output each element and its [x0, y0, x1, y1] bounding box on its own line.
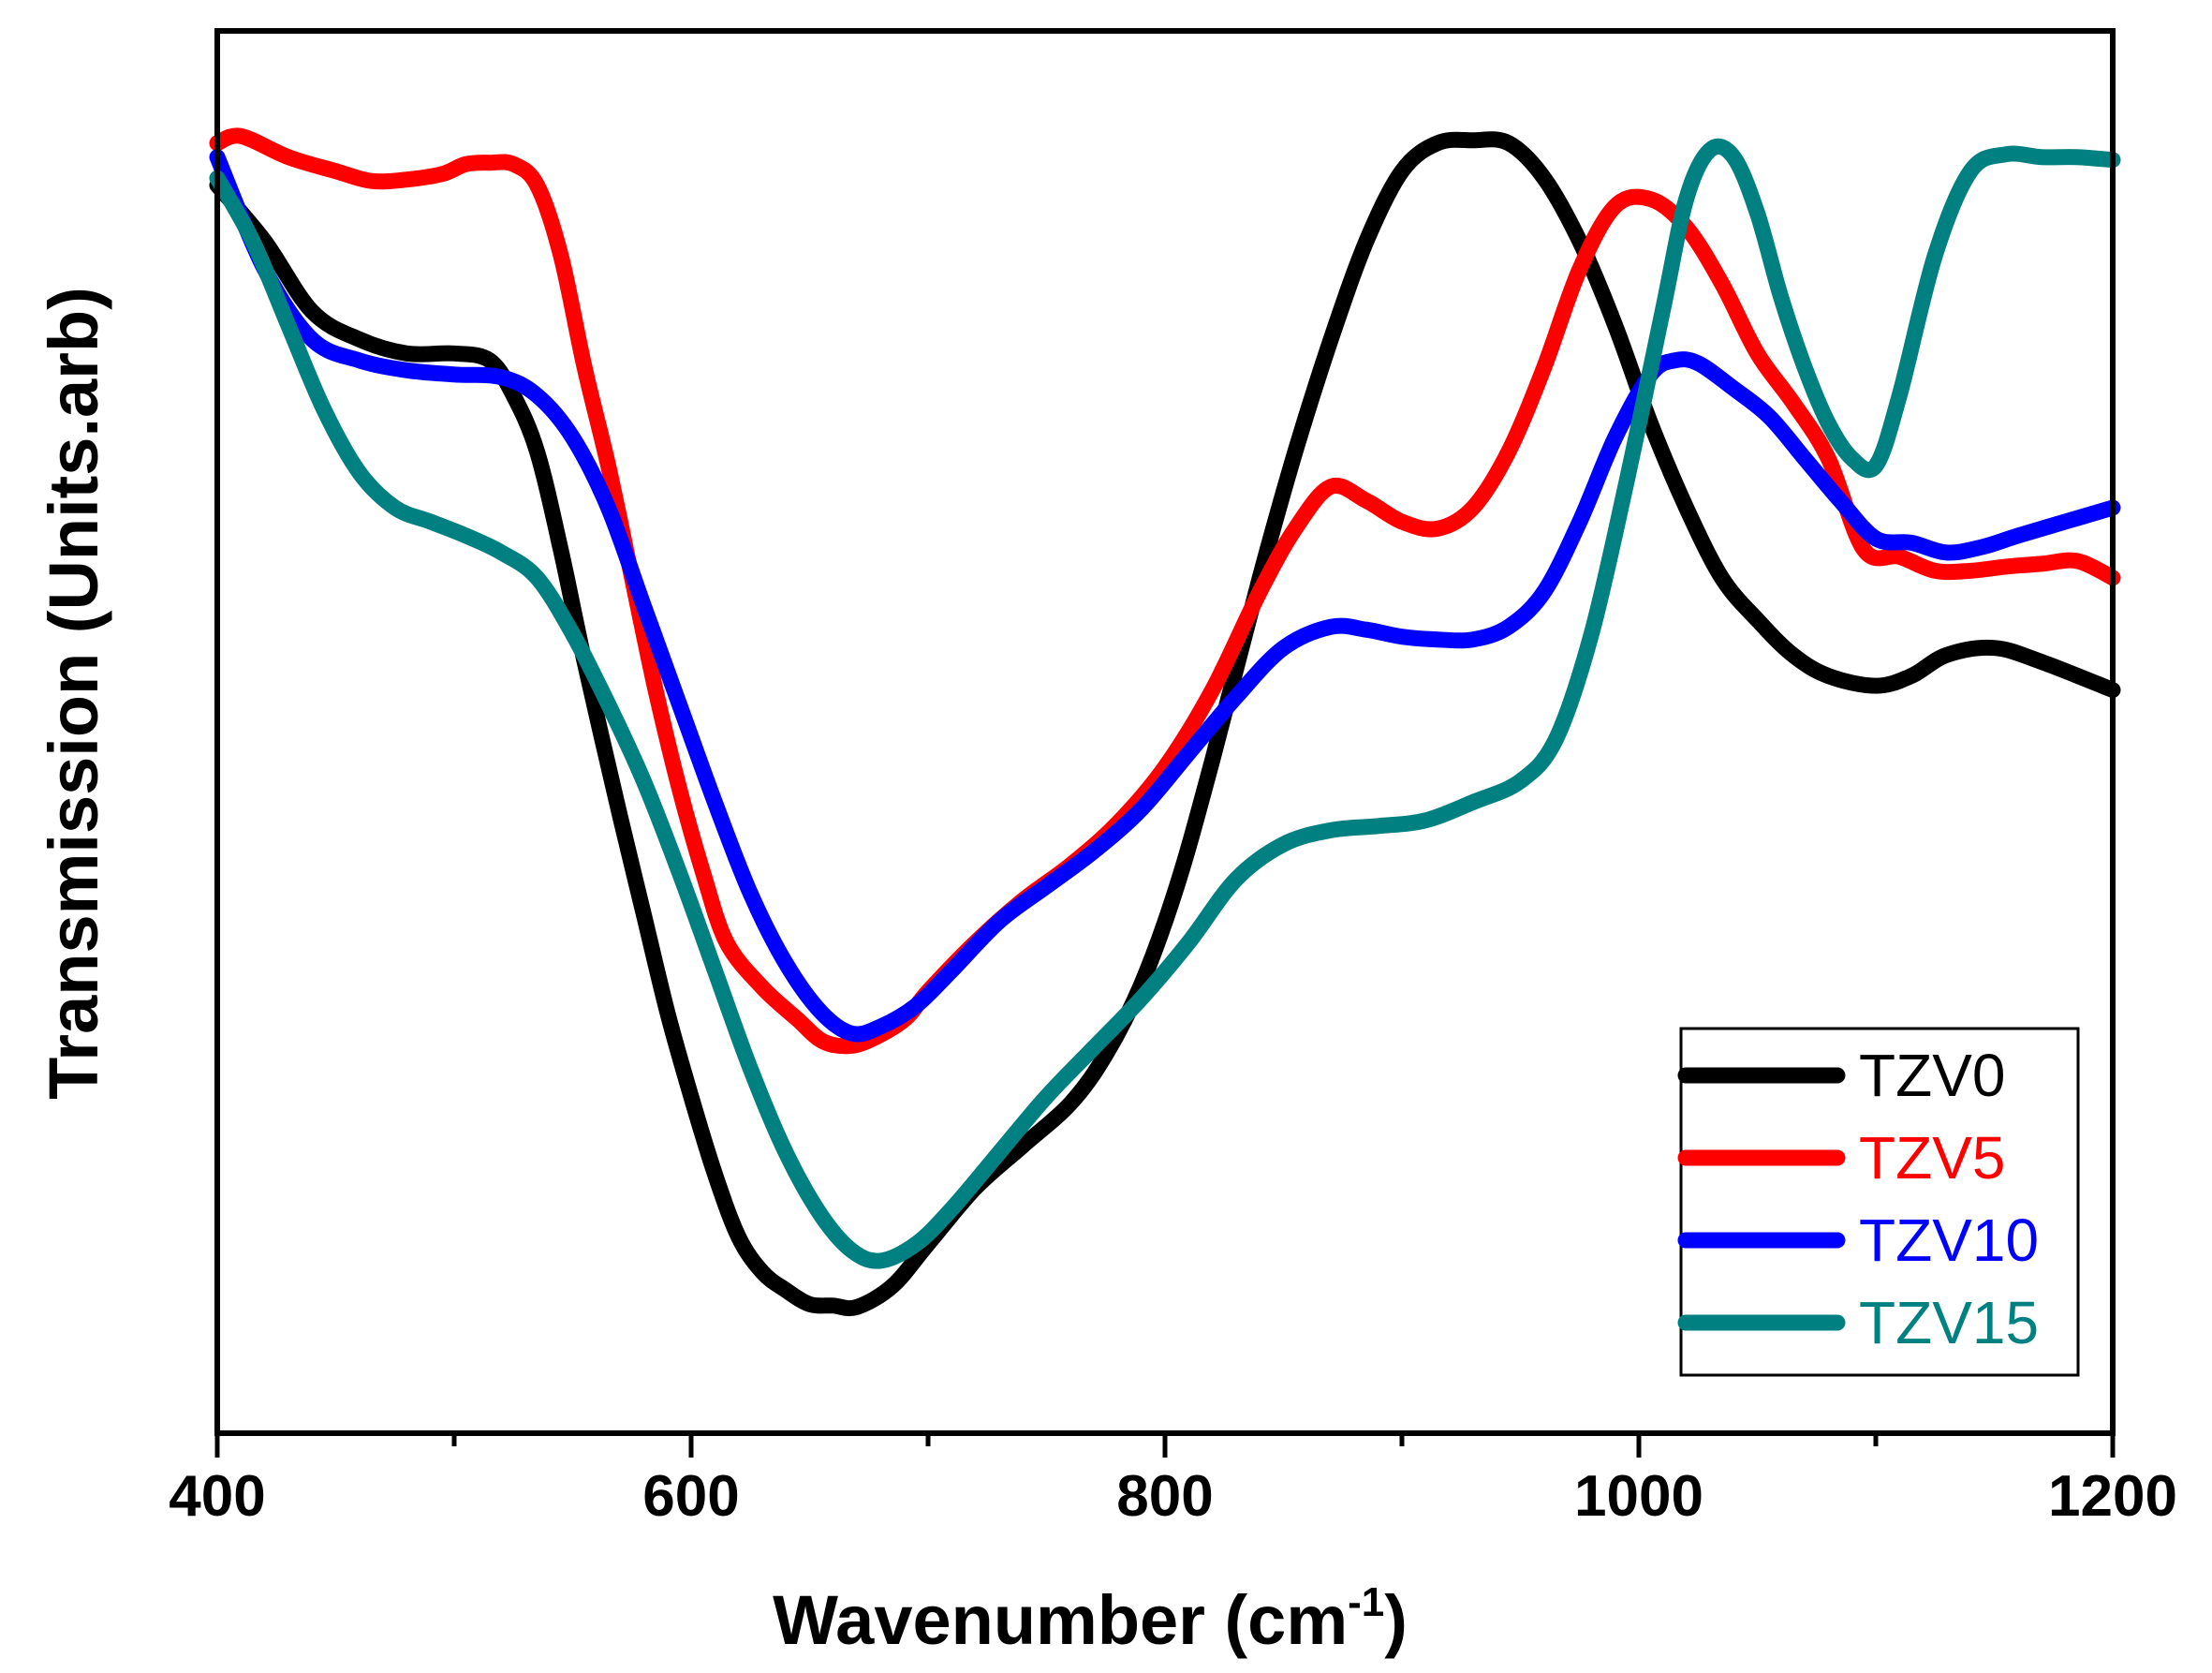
- legend-label-tzv0: TZV0: [1859, 1042, 2005, 1109]
- y-axis-title: Transmission (Units.arb): [35, 287, 112, 1100]
- x-tick-label: 1000: [1574, 1464, 1703, 1529]
- x-axis: 400 600 800 1000 1200: [169, 1433, 2177, 1529]
- legend: TZV0 TZV5 TZV10 TZV15: [1677, 1027, 2080, 1377]
- legend-label-tzv10: TZV10: [1859, 1207, 2039, 1274]
- series-line-tzv15: [209, 138, 2121, 1269]
- x-tick-label: 600: [642, 1464, 739, 1529]
- x-axis-title: Wavenumber (cm-1): [773, 1579, 1408, 1659]
- legend-label-tzv5: TZV5: [1859, 1124, 2005, 1192]
- legend-label-tzv15: TZV15: [1859, 1289, 2039, 1356]
- series-line-tzv0: [209, 131, 2121, 1317]
- x-tick-label: 400: [169, 1464, 265, 1529]
- x-tick-label: 1200: [2048, 1464, 2177, 1529]
- series-line-tzv10: [209, 149, 2121, 1043]
- x-tick-label: 800: [1116, 1464, 1213, 1529]
- series-layer: [209, 127, 2121, 1317]
